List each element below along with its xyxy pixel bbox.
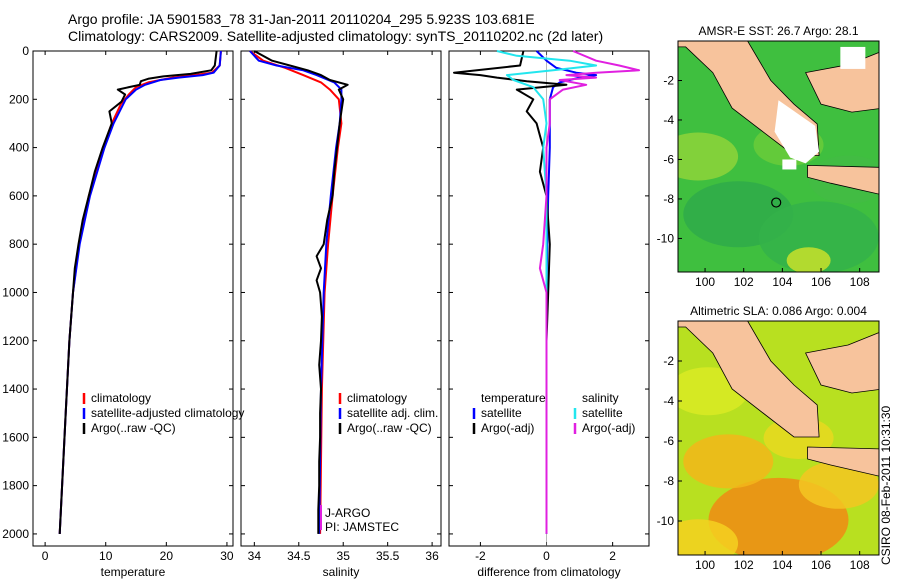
depth-tick-label: 0 [22, 44, 29, 58]
sla-map-ytick-label: -10 [657, 514, 675, 528]
salinity-legend-argo-label: Argo(..raw -QC) [347, 421, 432, 435]
sla-map-xtick-label: 106 [811, 558, 831, 572]
sst-map-ytick-label: -8 [663, 192, 674, 206]
sla-map-layer [678, 321, 879, 555]
sla-map-data-field [683, 434, 774, 489]
depth-tick-label: 1400 [2, 382, 29, 396]
temperature-legend-argo-label: Argo(..raw -QC) [91, 421, 176, 435]
temperature-series-climatology [58, 50, 222, 534]
sst-map-xtick-label: 102 [734, 275, 754, 289]
chart-title-line-1: Argo profile: JA 5901583_78 31-Jan-2011 … [68, 11, 535, 27]
salinity-annotation-pi: PI: JAMSTEC [325, 520, 399, 534]
depth-tick-label: 1200 [2, 334, 29, 348]
temperature-xtick-label: 20 [160, 549, 174, 563]
depth-tick-label: 2000 [2, 527, 29, 541]
salinity-x-axis-label: salinity [323, 565, 360, 579]
depth-tick-label: 1600 [2, 430, 29, 444]
temperature-plot-frame [32, 50, 234, 547]
sst-map-ytick-label: -4 [663, 113, 674, 127]
salinity-xtick-label: 34.5 [287, 549, 311, 563]
sla-map-xtick-label: 100 [695, 558, 715, 572]
salinity-series-satellite-adj-clim [249, 50, 343, 534]
sla-map-xtick-label: 104 [772, 558, 792, 572]
sla-map-land-islands [805, 332, 879, 394]
sla-map-xtick-label: 102 [734, 558, 754, 572]
temperature-x-axis-label: temperature [101, 565, 166, 579]
sst-map-ytick-label: -6 [663, 152, 674, 166]
sst-map-no-data-mask [774, 100, 820, 164]
sla-map-land-sumatra [678, 321, 820, 438]
depth-tick-label: 800 [9, 237, 29, 251]
sst-map-frame [677, 40, 880, 273]
difference-xtick-label: 2 [609, 549, 616, 563]
salinity-legend-satellite-label: satellite adj. clim. [347, 406, 438, 420]
sst-map-xtick-label: 100 [695, 275, 715, 289]
sst-map-xtick-label: 104 [772, 275, 792, 289]
difference-legend-salinity-heading: salinity [582, 391, 619, 405]
depth-tick-label: 1800 [2, 479, 29, 493]
salinity-xtick-label: 35.5 [376, 549, 400, 563]
sla-map-ytick-label: -8 [663, 474, 674, 488]
temperature-xtick-label: 10 [99, 549, 113, 563]
depth-tick-label: 400 [9, 141, 29, 155]
sla-map-xtick-label: 108 [850, 558, 870, 572]
difference-xtick-label: -2 [475, 549, 486, 563]
sst-map-layer [678, 41, 879, 272]
sla-map-ytick-label: -4 [663, 394, 674, 408]
difference-legend-sal-argo-label: Argo(-adj) [582, 421, 635, 435]
difference-x-axis-label: difference from climatology [477, 565, 620, 579]
difference-plot-frame [448, 50, 650, 547]
sla-map-ytick-label: -2 [663, 354, 674, 368]
sla-map-ytick-label: -6 [663, 434, 674, 448]
sla-map-data-field [678, 519, 739, 555]
sst-map-no-data-mask [782, 159, 797, 170]
salinity-xtick-label: 34 [248, 549, 262, 563]
salinity-annotation-program: J-ARGO [325, 506, 370, 520]
sla-map-argo-location-marker [771, 197, 782, 208]
salinity-xtick-label: 35 [337, 549, 351, 563]
depth-tick-label: 1000 [2, 285, 29, 299]
sst-map-data-field [758, 201, 879, 272]
temperature-legend-climatology-label: climatology [91, 391, 151, 405]
temperature-xtick-label: 30 [220, 549, 234, 563]
salinity-series-argo-raw-qc [253, 50, 349, 534]
sst-map-data-field [786, 247, 831, 272]
sst-map-ytick-label: -2 [663, 73, 674, 87]
sla-map-title: Altimetric SLA: 0.086 Argo: 0.004 [690, 304, 867, 318]
temperature-xtick-label: 0 [42, 549, 49, 563]
temperature-series-argo-raw-qc [58, 50, 218, 534]
depth-tick-label: 600 [9, 189, 29, 203]
chart-title-line-2: Climatology: CARS2009. Satellite-adjuste… [68, 28, 604, 44]
salinity-xtick-label: 36 [425, 549, 439, 563]
sla-map-data-field [798, 460, 879, 509]
depth-tick-label: 200 [9, 92, 29, 106]
sst-map-land-java [807, 164, 879, 195]
sla-map-land-java [807, 446, 879, 477]
temperature-legend-satellite-adjusted-label: satellite-adjusted climatology [91, 406, 244, 420]
difference-series-salinity-argo-adj [538, 50, 641, 534]
sst-map-xtick-label: 106 [811, 275, 831, 289]
difference-legend-sal-satellite-label: satellite [582, 406, 623, 420]
sst-map-data-field [678, 132, 739, 181]
timestamp-stamp: CSIRO 08-Feb-2011 10:31:30 [879, 405, 893, 565]
difference-xtick-label: 0 [543, 549, 550, 563]
salinity-legend-climatology-label: climatology [347, 391, 407, 405]
difference-legend-temp-satellite-label: satellite [481, 406, 522, 420]
sst-map-no-data-mask [840, 46, 866, 69]
sst-map-title: AMSR-E SST: 26.7 Argo: 28.1 [698, 24, 858, 38]
sst-map-ytick-label: -10 [657, 231, 675, 245]
salinity-series-climatology [249, 50, 343, 534]
temperature-series-satellite-adjusted-climatology [58, 50, 222, 534]
difference-legend-temp-argo-label: Argo(-adj) [481, 421, 534, 435]
salinity-plot-frame [240, 50, 442, 547]
sst-map-xtick-label: 108 [850, 275, 870, 289]
sla-map-frame [677, 320, 880, 556]
difference-legend-temperature-heading: temperature [481, 391, 546, 405]
